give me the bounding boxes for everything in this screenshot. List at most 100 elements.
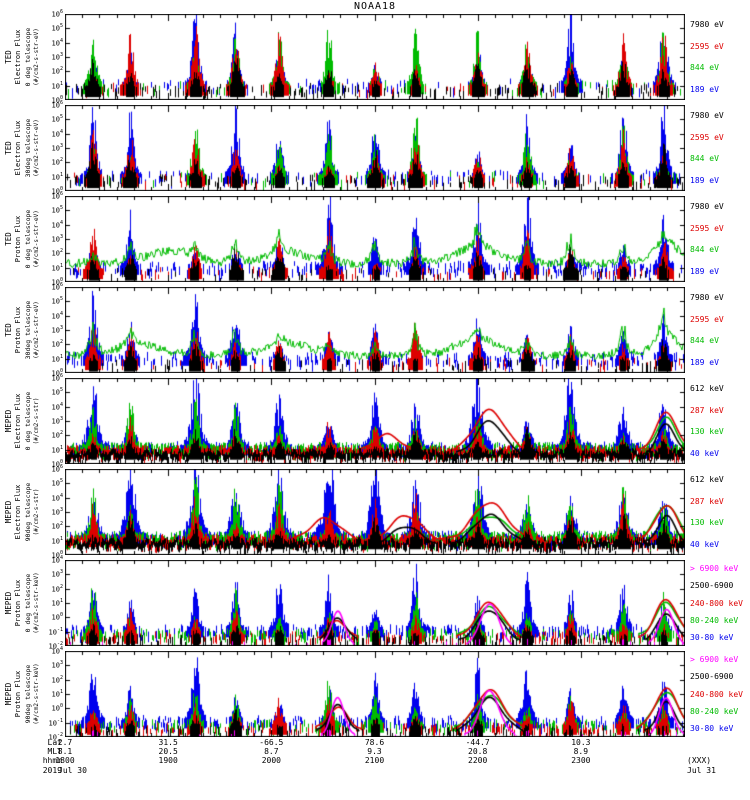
y-tick-label: 104 bbox=[51, 128, 63, 138]
y-tick-label: 101 bbox=[51, 689, 63, 699]
lat-value: -66.5 bbox=[259, 738, 284, 747]
y-tick-label: 103 bbox=[51, 507, 63, 517]
y-tick-label: 106 bbox=[51, 373, 63, 383]
panel-canvas-ted-electron-0deg bbox=[65, 14, 685, 100]
mlt-value: 8.7 bbox=[264, 747, 279, 756]
energy-channel-label: 80-240 keV bbox=[690, 706, 739, 716]
energy-channel-label: 2595 eV bbox=[690, 41, 724, 51]
energy-channel-label: 189 eV bbox=[690, 175, 719, 185]
panel-instrument-label: TED bbox=[4, 323, 13, 337]
y-tick-label: 103 bbox=[51, 416, 63, 426]
lat-value: -44.7 bbox=[465, 738, 490, 747]
panel-instrument-label: MEPED bbox=[4, 409, 13, 433]
energy-channel-label: 844 eV bbox=[690, 245, 719, 255]
energy-channel-label: 2500-6900 bbox=[690, 672, 734, 682]
hour-label: 2200 bbox=[468, 756, 488, 765]
panel-canvas-ted-electron-30deg bbox=[65, 105, 685, 191]
y-tick-label: 102 bbox=[51, 583, 63, 593]
panel-instrument-label: MEPED bbox=[4, 591, 13, 615]
energy-channel-label: 844 eV bbox=[690, 63, 719, 73]
energy-channel-label: 130 keV bbox=[690, 518, 724, 528]
energy-channel-label: 287 keV bbox=[690, 405, 724, 415]
panel-ted-electron-0deg bbox=[65, 14, 685, 100]
y-tick-label: 105 bbox=[51, 478, 63, 488]
panel-instrument-label: TED bbox=[4, 141, 13, 155]
y-tick-label: 104 bbox=[51, 555, 63, 565]
panel-canvas-meped-proton-90deg bbox=[65, 651, 685, 737]
panel-canvas-meped-electron-90deg bbox=[65, 469, 685, 555]
energy-channel-label: 287 keV bbox=[690, 496, 724, 506]
lat-value: 31.5 bbox=[158, 738, 178, 747]
y-tick-label: 105 bbox=[51, 114, 63, 124]
y-tick-label: 105 bbox=[51, 205, 63, 215]
panel-quantity-label: Proton Flux bbox=[14, 670, 22, 718]
panel-ted-proton-0deg bbox=[65, 196, 685, 282]
panel-quantity-label: Electron Flux bbox=[14, 393, 22, 449]
energy-channel-label: 2595 eV bbox=[690, 132, 724, 142]
mlt-value: 20.5 bbox=[158, 747, 178, 756]
y-tick-label: 100 bbox=[51, 368, 63, 378]
energy-channel-label: 7980 eV bbox=[690, 202, 724, 212]
hour-label: 2300 bbox=[571, 756, 591, 765]
panel-canvas-ted-proton-30deg bbox=[65, 287, 685, 373]
y-tick-label: 104 bbox=[51, 401, 63, 411]
energy-channel-label: > 6900 keV bbox=[690, 564, 739, 574]
y-tick-label: 100 bbox=[51, 459, 63, 469]
energy-channel-label: 40 keV bbox=[690, 539, 719, 549]
y-tick-label: 104 bbox=[51, 492, 63, 502]
lat-value: 10.3 bbox=[571, 738, 591, 747]
axis-end-label: (XXX) bbox=[687, 756, 712, 765]
panel-quantity-label: Electron Flux bbox=[14, 484, 22, 540]
energy-channel-label: 189 eV bbox=[690, 357, 719, 367]
y-tick-label: 103 bbox=[51, 143, 63, 153]
energy-channel-label: 612 keV bbox=[690, 384, 724, 394]
y-tick-label: 104 bbox=[51, 646, 63, 656]
lat-value: 2.7 bbox=[57, 738, 73, 747]
y-tick-label: 104 bbox=[51, 219, 63, 229]
hour-label: 2000 bbox=[261, 756, 281, 765]
y-tick-label: 106 bbox=[51, 9, 63, 19]
lat-value: 78.6 bbox=[364, 738, 385, 747]
energy-channel-label: 189 eV bbox=[690, 266, 719, 276]
energy-channel-label: 844 eV bbox=[690, 154, 719, 164]
date-start-label: Jul 30 bbox=[58, 766, 87, 775]
mlt-value: 8.1 bbox=[57, 747, 73, 756]
y-tick-label: 105 bbox=[51, 23, 63, 33]
panel-meped-electron-0deg bbox=[65, 378, 685, 464]
y-tick-label: 101 bbox=[51, 444, 63, 454]
y-tick-label: 102 bbox=[51, 521, 63, 531]
energy-channel-label: 240-800 keV bbox=[690, 598, 743, 608]
mlt-value: 8.9 bbox=[573, 747, 589, 756]
y-tick-label: 10-2 bbox=[48, 732, 63, 742]
y-tick-label: 106 bbox=[51, 191, 63, 201]
y-tick-label: 100 bbox=[51, 550, 63, 560]
energy-channel-label: 2595 eV bbox=[690, 314, 724, 324]
hour-label: 1900 bbox=[158, 756, 178, 765]
y-tick-label: 100 bbox=[51, 277, 63, 287]
mlt-value: 9.3 bbox=[367, 747, 382, 756]
panel-canvas-meped-electron-0deg bbox=[65, 378, 685, 464]
energy-channel-label: 7980 eV bbox=[690, 111, 724, 121]
y-tick-label: 102 bbox=[51, 674, 63, 684]
panel-quantity-label: Electron Flux bbox=[14, 29, 22, 85]
y-tick-label: 103 bbox=[51, 325, 63, 335]
energy-channel-label: 189 eV bbox=[690, 84, 719, 94]
panel-meped-proton-0deg bbox=[65, 560, 685, 646]
y-tick-label: 10-2 bbox=[48, 641, 63, 651]
panel-instrument-label: TED bbox=[4, 232, 13, 246]
energy-channel-label: 30-80 keV bbox=[690, 632, 734, 642]
panel-meped-proton-90deg bbox=[65, 651, 685, 737]
y-tick-label: 106 bbox=[51, 464, 63, 474]
hour-label: 2100 bbox=[364, 756, 385, 765]
energy-channel-label: 7980 eV bbox=[690, 20, 724, 30]
mlt-value: 20.8 bbox=[468, 747, 488, 756]
energy-channel-label: 40 keV bbox=[690, 448, 719, 458]
y-tick-label: 104 bbox=[51, 310, 63, 320]
axis-row-caption: Lat bbox=[47, 738, 62, 747]
y-tick-label: 103 bbox=[51, 234, 63, 244]
y-tick-label: 101 bbox=[51, 598, 63, 608]
panel-quantity-label: Proton Flux bbox=[14, 306, 22, 354]
y-tick-label: 101 bbox=[51, 535, 63, 545]
